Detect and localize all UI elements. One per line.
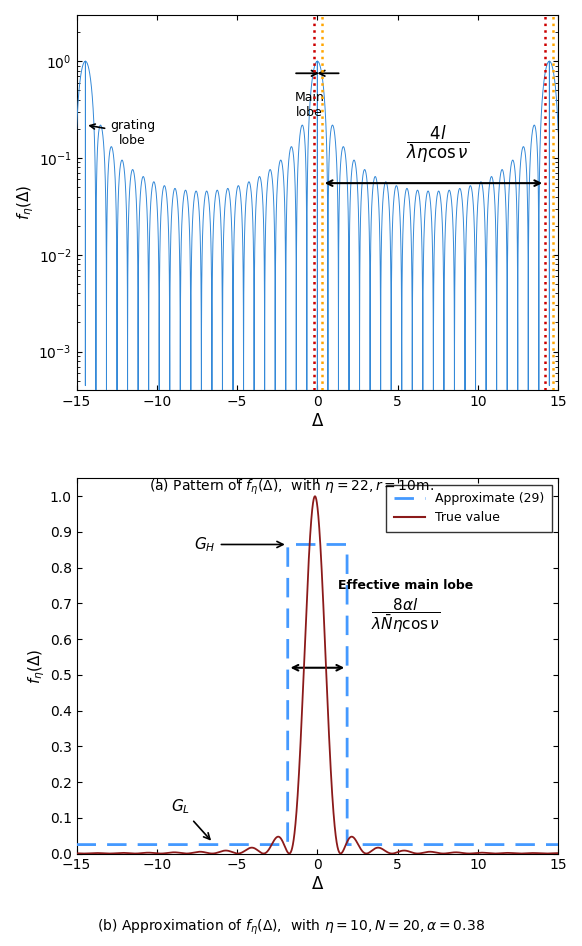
- Text: Main
lobe: Main lobe: [294, 92, 324, 119]
- Text: (b) Approximation of $f_{\eta}(\Delta)$,  with $\eta = 10, N = 20, \alpha = 0.38: (b) Approximation of $f_{\eta}(\Delta)$,…: [97, 918, 485, 937]
- Text: $\dfrac{4l}{\lambda\eta\cos\nu}$: $\dfrac{4l}{\lambda\eta\cos\nu}$: [406, 124, 469, 165]
- X-axis label: $\Delta$: $\Delta$: [311, 412, 324, 429]
- Text: (a) Pattern of $f_{\eta}(\Delta)$,  with $\eta = 22, r = 10$m.: (a) Pattern of $f_{\eta}(\Delta)$, with …: [148, 478, 434, 497]
- Text: grating
lobe: grating lobe: [90, 119, 155, 148]
- Text: $G_H$: $G_H$: [194, 535, 283, 553]
- Legend: Approximate (29), True value: Approximate (29), True value: [386, 484, 552, 532]
- Y-axis label: $f_{\eta}(\Delta)$: $f_{\eta}(\Delta)$: [15, 184, 36, 220]
- Text: $G_L$: $G_L$: [171, 797, 210, 839]
- Text: Effective main lobe: Effective main lobe: [338, 579, 473, 592]
- X-axis label: $\Delta$: $\Delta$: [311, 875, 324, 893]
- Text: $\dfrac{8\alpha l}{\lambda\bar{N}\eta\cos\nu}$: $\dfrac{8\alpha l}{\lambda\bar{N}\eta\co…: [371, 597, 441, 636]
- Y-axis label: $f_{\eta}(\Delta)$: $f_{\eta}(\Delta)$: [26, 648, 47, 684]
